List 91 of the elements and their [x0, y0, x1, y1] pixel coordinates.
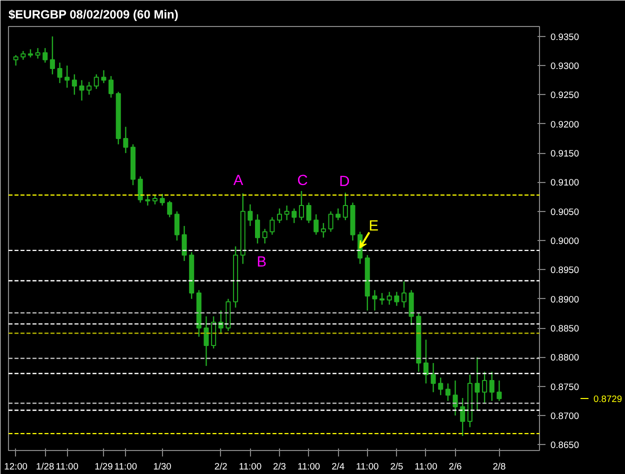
candlestick	[423, 339, 428, 384]
candlestick	[474, 356, 480, 410]
x-tick-label: 2/2	[214, 462, 228, 472]
candlestick	[79, 80, 84, 102]
x-tick-label: 11:00	[56, 462, 78, 472]
candlestick	[328, 210, 334, 232]
y-tick-label: 0.9200	[550, 119, 580, 130]
candlestick	[72, 74, 77, 96]
x-tick-label: 11:00	[114, 462, 138, 472]
candlestick	[138, 176, 143, 204]
candlestick	[314, 214, 319, 236]
annotation: B	[256, 254, 267, 271]
x-tick-label: 12:00	[4, 462, 28, 472]
y-tick-label: 0.8750	[550, 382, 580, 392]
candlestick	[336, 208, 341, 221]
candlestick	[108, 75, 114, 98]
candlestick	[218, 310, 224, 334]
candlestick	[445, 382, 450, 402]
candlestick	[248, 204, 253, 227]
candlestick	[496, 380, 502, 402]
candlestick	[284, 204, 290, 221]
y-tick-label: 0.9150	[550, 148, 580, 159]
annotation: E	[368, 218, 379, 235]
candlestick	[101, 70, 106, 84]
candlestick	[123, 126, 128, 154]
annotation: C	[297, 173, 308, 190]
candlestick	[489, 371, 494, 402]
y-tick-label: 0.8650	[550, 440, 580, 450]
candlestick	[320, 222, 326, 238]
x-tick-label: 1/28	[36, 462, 54, 472]
candlestick	[482, 371, 488, 404]
text: 0.8729	[594, 394, 622, 404]
candlestick	[270, 216, 275, 236]
x-tick-label: 11:00	[356, 462, 379, 472]
y-tick-label: 0.8800	[550, 352, 580, 363]
candlestick	[460, 397, 466, 437]
candlestick	[160, 193, 165, 206]
annotation: A	[233, 173, 244, 190]
candlestick	[298, 190, 304, 221]
x-tick-label: 2/4	[332, 462, 345, 472]
candlestick	[255, 214, 260, 244]
y-tick-label: 0.9350	[550, 32, 580, 42]
y-tick-label: 0.9000	[550, 236, 580, 246]
chart-title: $EURGBP 08/02/2009 (60 Min)	[8, 8, 178, 22]
candlestick	[306, 202, 312, 224]
x-tick-label: 2/6	[448, 462, 462, 472]
x-tick-label: 1/30	[153, 462, 172, 472]
candlestick	[408, 290, 414, 326]
y-tick-label: 0.9050	[550, 206, 580, 217]
y-tick-label: 0.8700	[550, 411, 580, 422]
y-tick-label: 0.9100	[550, 178, 580, 188]
candlestick	[182, 225, 187, 262]
candlestick	[386, 291, 392, 306]
x-tick-label: 11:00	[414, 462, 438, 472]
candlestick	[372, 290, 378, 312]
y-tick-label: 0.8900	[550, 294, 580, 304]
x-tick-label: 11:00	[238, 462, 262, 472]
candlestick	[57, 62, 62, 84]
candlestick	[430, 362, 436, 393]
candlestick	[204, 316, 209, 367]
x-tick-label: 11:00	[297, 462, 320, 472]
candlestick	[13, 54, 18, 66]
candlestick	[35, 47, 40, 60]
x-tick-label: 1/29	[94, 462, 113, 472]
candlestick	[342, 192, 348, 221]
candlestick	[64, 64, 70, 88]
y-tick-label: 0.9300	[550, 61, 580, 72]
candlestick	[276, 208, 282, 224]
candlestick	[167, 200, 172, 218]
y-tick-label: 0.8950	[550, 265, 580, 276]
x-tick-label: 2/8	[492, 462, 506, 472]
candlestick	[262, 228, 268, 244]
candlestick	[86, 81, 92, 96]
candlestick	[452, 380, 458, 416]
candlestick	[152, 194, 158, 205]
candlestick	[401, 280, 407, 308]
candlestick	[42, 47, 48, 64]
y-tick-label: 0.8850	[550, 324, 580, 334]
candlestick	[94, 74, 99, 90]
candlestick	[292, 208, 297, 224]
x-tick-label: 2/3	[273, 462, 286, 472]
annotation: D	[339, 174, 350, 190]
y-tick-label: 0.9250	[550, 90, 580, 100]
candlestick	[211, 316, 216, 350]
candlestick	[438, 377, 444, 396]
candlestick	[394, 291, 400, 306]
x-tick-label: 2/5	[390, 462, 404, 472]
candlestick	[380, 292, 385, 306]
candlestick	[50, 36, 55, 75]
candlestick	[174, 210, 180, 242]
candlestick	[145, 194, 150, 206]
